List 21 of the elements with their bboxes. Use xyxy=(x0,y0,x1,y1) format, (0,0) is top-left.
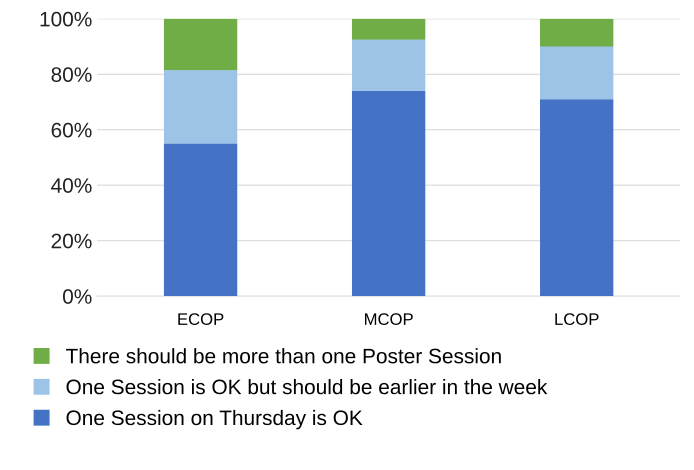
legend-label: One Session is OK but should be earlier in the week xyxy=(66,379,548,394)
y-tick-label: 20% xyxy=(52,234,92,248)
y-tick-label: 40% xyxy=(51,178,92,193)
y-tick-label: 80% xyxy=(52,67,92,82)
bar xyxy=(164,70,238,144)
bar xyxy=(352,18,426,40)
bar xyxy=(352,90,426,296)
bar xyxy=(540,99,614,296)
y-tick-label: 100% xyxy=(40,12,92,27)
legend-label: One Session on Thursday is OK xyxy=(66,410,363,430)
bar xyxy=(352,40,426,91)
y-tick-label: 60% xyxy=(52,122,92,138)
x-tick-label: LCOP xyxy=(555,313,599,326)
x-tick-label: ECOP xyxy=(178,313,224,326)
x-tick-label: MCOP xyxy=(365,313,413,326)
bar xyxy=(164,144,238,296)
bar xyxy=(540,18,614,47)
bar xyxy=(164,18,238,70)
legend-label: There should be more than one Poster Session xyxy=(66,348,501,364)
y-tick-label: 0% xyxy=(63,289,92,304)
bar xyxy=(540,46,614,100)
